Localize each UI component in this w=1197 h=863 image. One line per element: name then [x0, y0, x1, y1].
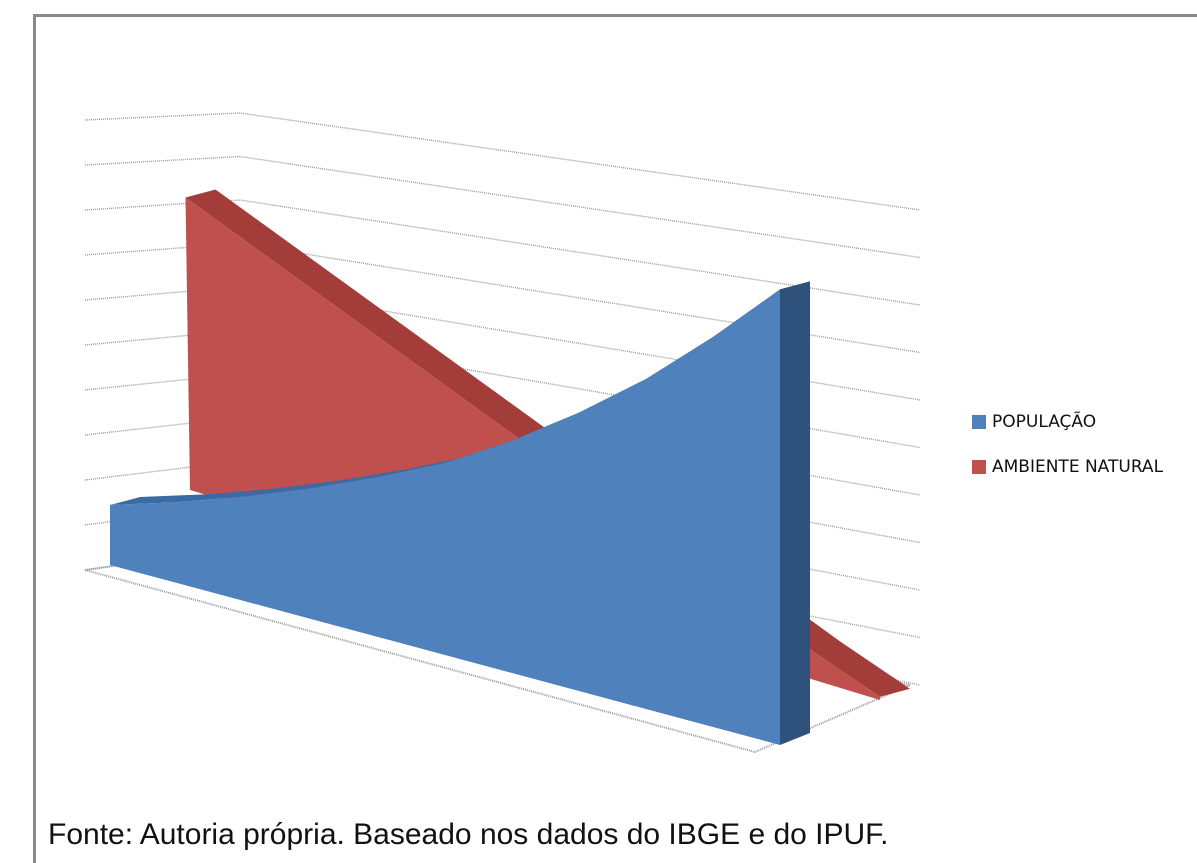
legend-swatch-ambiente-natural: [972, 460, 986, 474]
chart-frame: [33, 14, 1197, 863]
legend-swatch-populacao: [972, 415, 986, 429]
series-area-populacao: [110, 289, 780, 745]
gridline: [84, 242, 921, 354]
source-caption: Fonte: Autoria própria. Baseado nos dado…: [48, 818, 889, 851]
legend-label-populacao: POPULAÇÃO: [992, 412, 1097, 432]
chart-legend: POPULAÇÃO AMBIENTE NATURAL: [972, 410, 1163, 500]
legend-item-populacao: POPULAÇÃO: [972, 410, 1163, 434]
legend-label-ambiente-natural: AMBIENTE NATURAL: [992, 457, 1164, 477]
series-side-populacao: [780, 281, 810, 745]
gridline: [84, 199, 921, 306]
legend-item-ambiente-natural: AMBIENTE NATURAL: [972, 455, 1163, 479]
chart-floor: [84, 546, 914, 754]
